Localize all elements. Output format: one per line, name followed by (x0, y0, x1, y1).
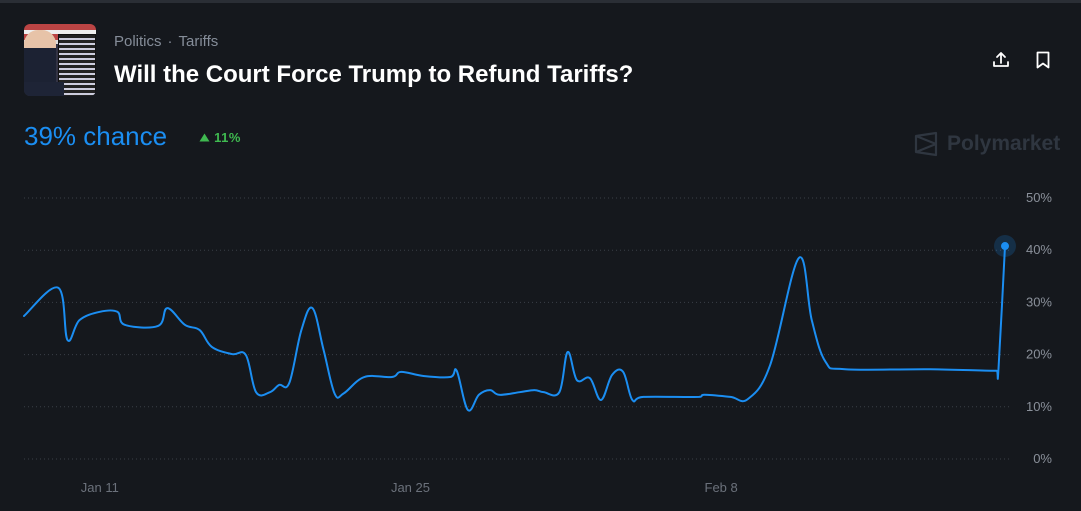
y-tick-label: 20% (1026, 347, 1052, 362)
x-tick-label: Jan 25 (391, 480, 430, 495)
polymarket-logo-icon (914, 131, 938, 157)
share-button[interactable] (991, 50, 1011, 70)
top-border (0, 0, 1081, 3)
market-thumbnail (24, 24, 96, 96)
bookmark-button[interactable] (1033, 50, 1053, 70)
polymarket-logo: Polymarket (913, 131, 1060, 157)
current-point[interactable] (1001, 242, 1009, 251)
polymarket-logo-text: Polymarket (947, 132, 1061, 155)
thumbnail-podium (24, 82, 64, 96)
chance-delta-value: 11% (214, 130, 241, 145)
breadcrumb-separator: · (167, 33, 173, 50)
share-upload-icon (993, 52, 1009, 67)
chance-delta: 11% (199, 130, 241, 145)
x-tick-label: Jan 11 (81, 480, 119, 495)
thumbnail-sign (58, 34, 96, 96)
market-title: Will the Court Force Trump to Refund Tar… (114, 61, 634, 88)
chance-value: 39% chance (24, 121, 168, 151)
thumbnail-person (24, 30, 56, 90)
breadcrumb: Politics · Tariffs (114, 33, 218, 50)
breadcrumb-politics[interactable]: Politics (114, 33, 162, 50)
price-line (23, 245, 1006, 412)
y-tick-label: 0% (1033, 451, 1052, 466)
y-tick-label: 40% (1026, 242, 1052, 257)
breadcrumb-tariffs[interactable]: Tariffs (178, 33, 219, 50)
y-tick-label: 30% (1026, 294, 1052, 309)
bookmark-icon (1036, 51, 1050, 69)
y-tick-label: 50% (1026, 190, 1052, 205)
y-tick-label: 10% (1026, 399, 1052, 414)
triangle-up-icon (199, 133, 210, 142)
x-tick-label: Feb 8 (705, 480, 738, 495)
